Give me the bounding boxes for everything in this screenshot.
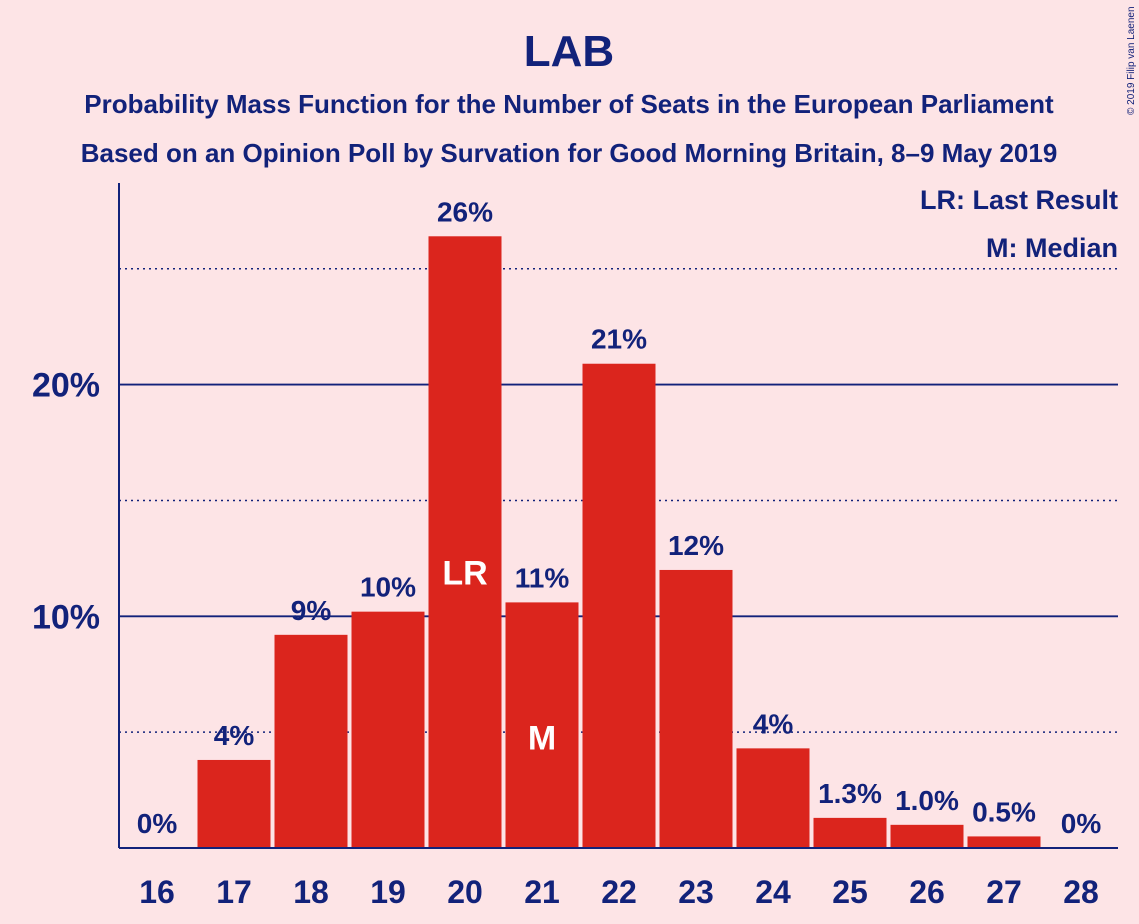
bars — [197, 236, 1041, 849]
bar-24 — [736, 748, 810, 848]
x-tick-label-18: 18 — [293, 874, 329, 910]
bar-27 — [967, 836, 1041, 848]
x-tick-label-23: 23 — [678, 874, 714, 910]
bar-21 — [505, 602, 579, 848]
data-label-27: 0.5% — [972, 796, 1036, 827]
x-tick-label-28: 28 — [1063, 874, 1099, 910]
data-label-26: 1.0% — [895, 785, 959, 816]
copyright-notice: © 2019 Filip van Laenen — [1126, 6, 1137, 115]
x-tick-label-22: 22 — [601, 874, 637, 910]
x-tick-label-27: 27 — [986, 874, 1022, 910]
legend-median: M: Median — [986, 233, 1118, 263]
data-label-22: 21% — [591, 324, 647, 355]
x-tick-label-20: 20 — [447, 874, 483, 910]
chart-subtitle-line-2: Based on an Opinion Poll by Survation fo… — [81, 138, 1058, 168]
x-tick-label-17: 17 — [216, 874, 252, 910]
legend-last-result: LR: Last Result — [920, 185, 1118, 215]
bar-marker-lr: LR — [442, 555, 487, 593]
bar-25 — [813, 817, 887, 848]
bar-26 — [890, 824, 964, 848]
data-label-24: 4% — [753, 708, 794, 739]
chart-subtitle-line-1: Probability Mass Function for the Number… — [84, 89, 1054, 119]
axes: 10% 20% 16 17 18 19 20 21 22 23 24 25 26 27 28 — [32, 183, 1118, 910]
x-tick-label-25: 25 — [832, 874, 868, 910]
bar-19 — [351, 611, 425, 848]
bar-18 — [274, 634, 348, 848]
bar-22 — [582, 363, 656, 848]
data-labels: 0% 4% 9% 10% 26% LR 11% M 21% 12% 4% 1.3% 1.0% 0.5% 0% — [137, 196, 1102, 839]
data-label-28: 0% — [1061, 808, 1102, 839]
data-label-21: 11% — [515, 562, 570, 593]
data-label-17: 4% — [214, 720, 255, 751]
data-label-20: 26% — [437, 196, 493, 227]
y-tick-label: 20% — [32, 367, 100, 405]
data-label-16: 0% — [137, 808, 178, 839]
data-label-25: 1.3% — [818, 778, 882, 809]
data-label-18: 9% — [291, 595, 332, 626]
data-label-23: 12% — [668, 530, 724, 561]
chart-title: LAB — [524, 27, 614, 76]
x-tick-label-19: 19 — [370, 874, 406, 910]
bar-17 — [197, 759, 271, 848]
bar-marker-m: M — [528, 719, 556, 757]
x-tick-label-26: 26 — [909, 874, 945, 910]
x-tick-label-21: 21 — [524, 874, 560, 910]
x-tick-label-24: 24 — [755, 874, 791, 910]
bar-20 — [428, 236, 502, 849]
x-tick-label-16: 16 — [139, 874, 175, 910]
y-tick-label: 10% — [32, 598, 100, 636]
bar-23 — [659, 569, 733, 848]
data-label-19: 10% — [360, 572, 416, 603]
